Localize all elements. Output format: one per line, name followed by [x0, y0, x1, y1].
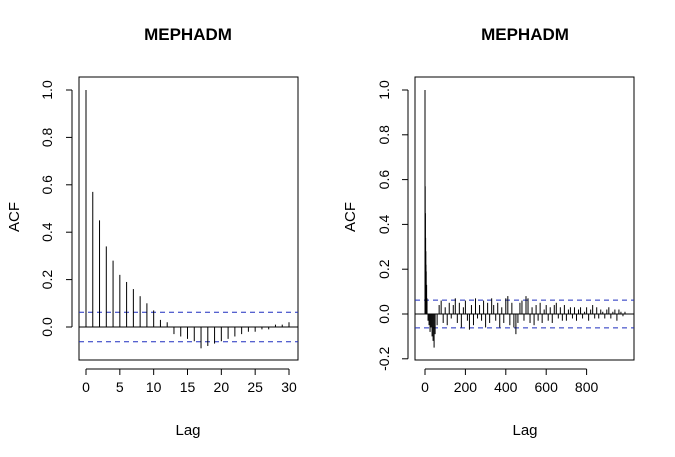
- y-tick-label: 0.0: [39, 317, 55, 337]
- y-tick-label: 0.4: [39, 222, 55, 242]
- x-tick-label: 800: [575, 379, 599, 395]
- x-tick-label: 25: [247, 379, 263, 395]
- chart-title: MEPHADM: [144, 25, 232, 44]
- y-tick-label: 0.6: [376, 170, 392, 190]
- plot-frame: [78, 76, 299, 361]
- acf-bars-left: 0.0 0.2 0.4 0.6 0.8 1.0 0 5 10 15 20 25 30: [39, 76, 299, 395]
- y-tick-label: 0.2: [376, 259, 392, 279]
- chart-title: MEPHADM: [481, 25, 569, 44]
- y-tick-label: 0.4: [376, 214, 392, 234]
- x-tick-label: 0: [421, 379, 429, 395]
- x-tick-label: 600: [535, 379, 559, 395]
- x-tick-label: 30: [281, 379, 297, 395]
- acf-panel-right: MEPHADM Lag ACF -0.2 0.0 0.2 0.4 0.6 0.8 1.0 0 2…: [342, 25, 635, 439]
- x-tick-label: 5: [116, 379, 124, 395]
- x-axis-label: Lag: [512, 422, 537, 439]
- y-tick-label: -0.2: [376, 347, 392, 371]
- y-tick-label: 0.2: [39, 270, 55, 290]
- y-tick-label: 0.6: [39, 175, 55, 195]
- acf-panel-left: MEPHADM Lag ACF 0.0 0.2 0.4 0.6 0.8 1.0 0 5 10 15…: [6, 25, 299, 439]
- x-tick-label: 15: [180, 379, 196, 395]
- x-tick-label: 10: [146, 379, 162, 395]
- y-tick-label: 1.0: [376, 80, 392, 100]
- x-tick-label: 200: [454, 379, 478, 395]
- x-tick-label: 0: [82, 379, 90, 395]
- y-tick-label: 0.8: [39, 127, 55, 147]
- x-tick-label: 400: [494, 379, 518, 395]
- y-tick-label: 0.8: [376, 125, 392, 145]
- y-axis-label: ACF: [342, 202, 359, 232]
- y-tick-label: 1.0: [39, 80, 55, 100]
- plot-frame: [414, 76, 635, 361]
- y-tick-label: 0.0: [376, 304, 392, 324]
- acf-bars-right: -0.2 0.0 0.2 0.4 0.6 0.8 1.0 0 200 400 600 800: [376, 76, 635, 395]
- y-axis-label: ACF: [6, 202, 23, 232]
- x-axis-label: Lag: [175, 422, 200, 439]
- x-tick-label: 20: [214, 379, 230, 395]
